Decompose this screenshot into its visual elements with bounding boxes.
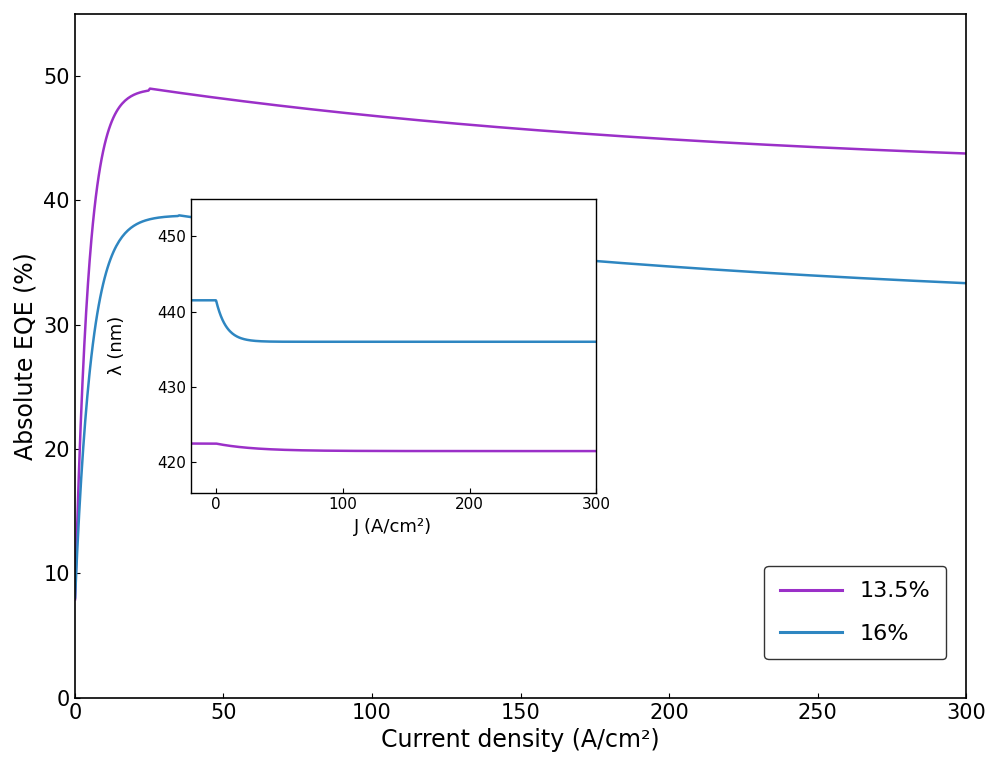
Legend: 13.5%, 16%: 13.5%, 16% [764,566,946,660]
Y-axis label: Absolute EQE (%): Absolute EQE (%) [14,252,38,460]
X-axis label: Current density (A/cm²): Current density (A/cm²) [381,728,660,752]
